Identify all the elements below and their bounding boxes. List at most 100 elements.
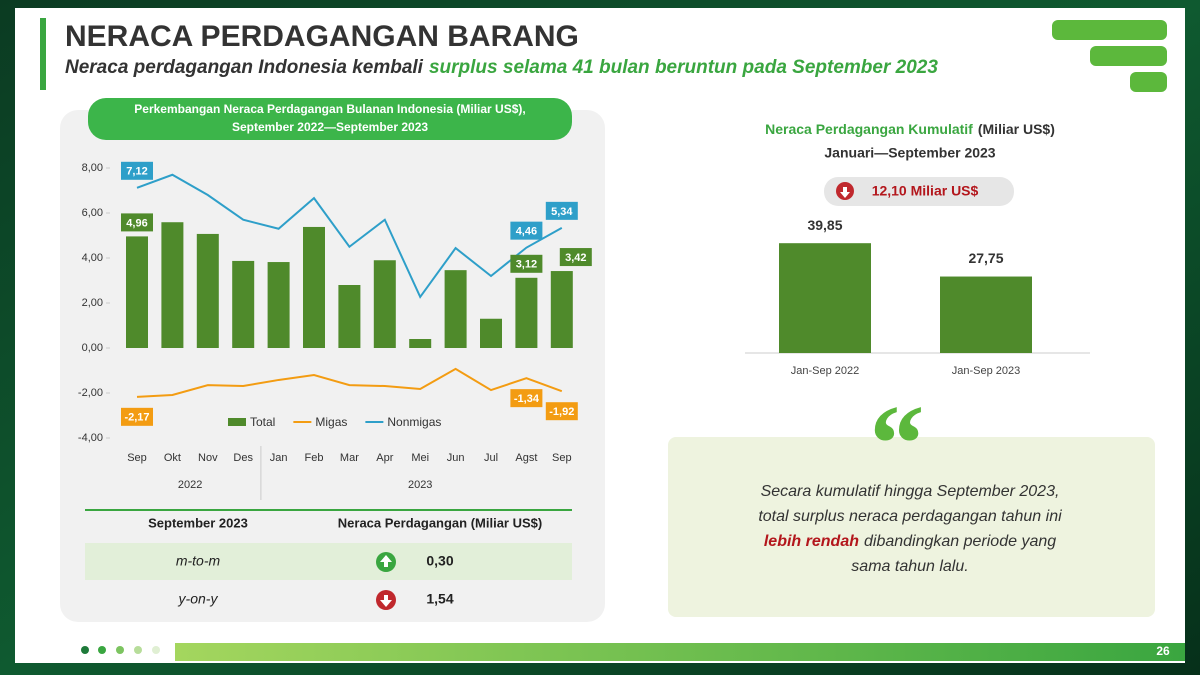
note-line: sama tahun lalu. <box>851 558 968 575</box>
value-label: 39,85 <box>807 217 842 233</box>
value-label-box <box>510 254 543 273</box>
note-line: lebih rendah dibandingkan periode yang <box>764 533 1056 550</box>
legend-swatch <box>228 418 246 426</box>
bar <box>940 276 1032 353</box>
note-line: total surplus neraca perdagangan tahun i… <box>758 508 1062 525</box>
note-line: Secara kumulatif hingga September 2023, <box>761 483 1060 500</box>
line <box>136 367 563 398</box>
subtitle-part: Neraca perdagangan Indonesia kembali <box>65 57 424 78</box>
bar <box>196 233 219 348</box>
cumulative-chart: 39,85 Jan-Sep 2022 27,75 Jan-Sep 2023 <box>745 217 1090 377</box>
value-label: 7,12 <box>126 166 147 178</box>
legend-label: Nonmigas <box>387 415 441 429</box>
quote-mark: “ <box>870 382 925 504</box>
table-header: September 2023 <box>148 515 248 530</box>
x-tick-label: Sep <box>127 452 147 464</box>
x-tick-label: Feb <box>305 452 324 464</box>
bar <box>779 243 871 353</box>
annotation-pill <box>824 177 1014 206</box>
bar <box>550 271 573 348</box>
note-box <box>668 437 1155 617</box>
chart-title: Perkembangan Neraca Perdagangan Bulanan … <box>134 102 525 116</box>
x-group-label: 2023 <box>408 479 432 491</box>
value-label-box <box>121 213 153 232</box>
note-highlight: lebih rendah <box>764 533 859 550</box>
chart-title: Neraca Perdagangan Kumulatif (Miliar US$) <box>765 121 1055 137</box>
table-cell: 1,54 <box>426 591 453 607</box>
y-tick-label: -2,00 <box>78 387 103 399</box>
bar <box>373 260 396 348</box>
x-tick-label: Mar <box>340 452 359 464</box>
value-label-box <box>545 402 578 421</box>
x-tick-label: Mei <box>411 452 429 464</box>
title-unit: (Miliar US$) <box>978 121 1055 137</box>
table-row-bg <box>85 543 572 580</box>
x-tick-label: Jan <box>270 452 288 464</box>
table-cell: 0,30 <box>426 553 453 569</box>
value-label: 3,12 <box>516 259 537 271</box>
y-tick-label: 4,00 <box>82 252 103 264</box>
value-label: 27,75 <box>968 250 1003 266</box>
bar <box>338 285 361 348</box>
note-part: dibandingkan periode yang <box>864 533 1056 550</box>
y-tick-label: -4,00 <box>78 432 103 444</box>
slide-title: NERACA PERDAGANGAN BARANG <box>65 20 579 53</box>
table-header: Neraca Perdagangan (Miliar US$) <box>338 515 542 530</box>
line <box>136 173 563 299</box>
subtitle-highlight: surplus selama 41 bulan beruntun pada Se… <box>429 57 938 78</box>
bar <box>303 226 325 348</box>
value-label: -1,92 <box>549 406 574 418</box>
x-group-label: 2022 <box>178 479 202 491</box>
y-tick-label: 6,00 <box>82 207 103 219</box>
x-tick-label: Nov <box>198 452 218 464</box>
title-accent <box>40 18 46 90</box>
bar <box>515 277 538 348</box>
value-label-box <box>510 389 543 408</box>
table-cell: y-on-y <box>178 591 219 607</box>
value-label: 4,46 <box>516 226 537 238</box>
table-cell: m-to-m <box>176 553 221 569</box>
x-tick-label: Jul <box>484 452 498 464</box>
value-label: 4,96 <box>126 217 147 229</box>
footer-bar <box>175 643 1185 661</box>
y-tick-label: 0,00 <box>82 342 103 354</box>
slide-subtitle: Neraca perdagangan Indonesia kembali surp… <box>65 57 938 78</box>
chart-subtitle: Januari—September 2023 <box>824 145 995 161</box>
note: Secara kumulatif hingga September 2023, … <box>758 483 1062 575</box>
bar <box>126 236 148 348</box>
legend-label: Total <box>250 415 275 429</box>
bar <box>480 318 502 348</box>
page-number: 26 <box>1156 644 1170 658</box>
value-label: -1,34 <box>514 393 540 405</box>
bar <box>267 262 290 348</box>
title-part: Neraca Perdagangan Kumulatif <box>765 121 973 137</box>
x-tick-label: Jan-Sep 2022 <box>791 365 860 377</box>
legend-label: Migas <box>315 415 347 429</box>
x-tick-label: Okt <box>164 452 181 464</box>
logo <box>1052 20 1167 92</box>
x-tick-label: Agst <box>515 452 537 464</box>
value-label-box <box>121 161 153 180</box>
y-tick-label: 2,00 <box>82 297 103 309</box>
pager-dots <box>81 646 160 654</box>
x-tick-label: Sep <box>552 452 572 464</box>
chart-title-pill <box>88 98 572 140</box>
value-label-box <box>545 201 578 220</box>
monthly-chart: -4,00 -2,00 0,00 2,00 4,00 6,00 8,00 Sep Okt Nov D… <box>78 161 592 500</box>
value-label: 3,42 <box>565 252 586 264</box>
chart-subtitle: September 2022—September 2023 <box>232 120 428 134</box>
x-tick-label: Jun <box>447 452 465 464</box>
bar <box>444 270 467 348</box>
value-label: 5,34 <box>551 206 573 218</box>
y-tick-label: 8,00 <box>82 162 103 174</box>
value-label-box <box>559 248 592 267</box>
value-label-box <box>121 407 153 426</box>
x-tick-label: Jan-Sep 2023 <box>952 365 1021 377</box>
bar <box>232 260 255 348</box>
bar <box>409 339 432 348</box>
value-label: -2,17 <box>124 412 149 424</box>
x-tick-label: Apr <box>376 452 393 464</box>
x-tick-label: Des <box>233 452 253 464</box>
annotation: 12,10 Miliar US$ <box>872 183 979 199</box>
